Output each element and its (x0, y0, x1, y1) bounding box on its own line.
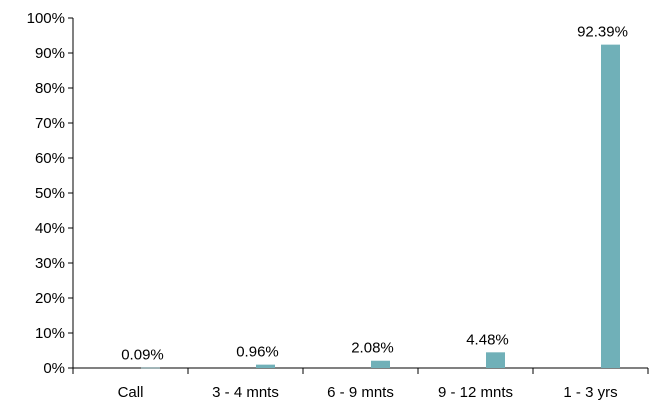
data-label: 2.08% (351, 340, 394, 357)
y-tick-label: 10% (35, 325, 65, 342)
bar (256, 364, 275, 368)
y-tick-label: 40% (35, 220, 65, 237)
bar (601, 44, 620, 368)
x-category-label: 9 - 12 mnts (438, 384, 513, 401)
data-label: 0.09% (121, 347, 164, 364)
bar (141, 367, 160, 369)
y-tick-label: 50% (35, 185, 65, 202)
y-tick-label: 70% (35, 115, 65, 132)
y-tick-label: 20% (35, 290, 65, 307)
y-tick-label: 90% (35, 45, 65, 62)
x-category-label: 3 - 4 mnts (212, 384, 279, 401)
bar (486, 352, 505, 368)
x-category-label: 6 - 9 mnts (327, 384, 394, 401)
y-tick-label: 80% (35, 80, 65, 97)
data-label: 0.96% (236, 344, 279, 361)
bar (371, 360, 390, 368)
axes-layer: 0% 10% 20% 30% 40% 50% 60% 70% 80% 90% 100% (27, 10, 649, 377)
labels-layer: 0.09% Call 0.96% 3 - 4 mnts 2.08% 6 - 9 mnts 4… (118, 24, 628, 401)
y-tick-label: 100% (27, 10, 65, 27)
data-label: 4.48% (466, 331, 509, 348)
bars-layer (141, 44, 620, 369)
data-label: 92.39% (577, 24, 628, 41)
y-tick-label: 60% (35, 150, 65, 167)
y-tick-label: 30% (35, 255, 65, 272)
x-category-label: Call (118, 384, 144, 401)
x-category-label: 1 - 3 yrs (563, 384, 617, 401)
y-tick-label: 0% (43, 360, 65, 377)
